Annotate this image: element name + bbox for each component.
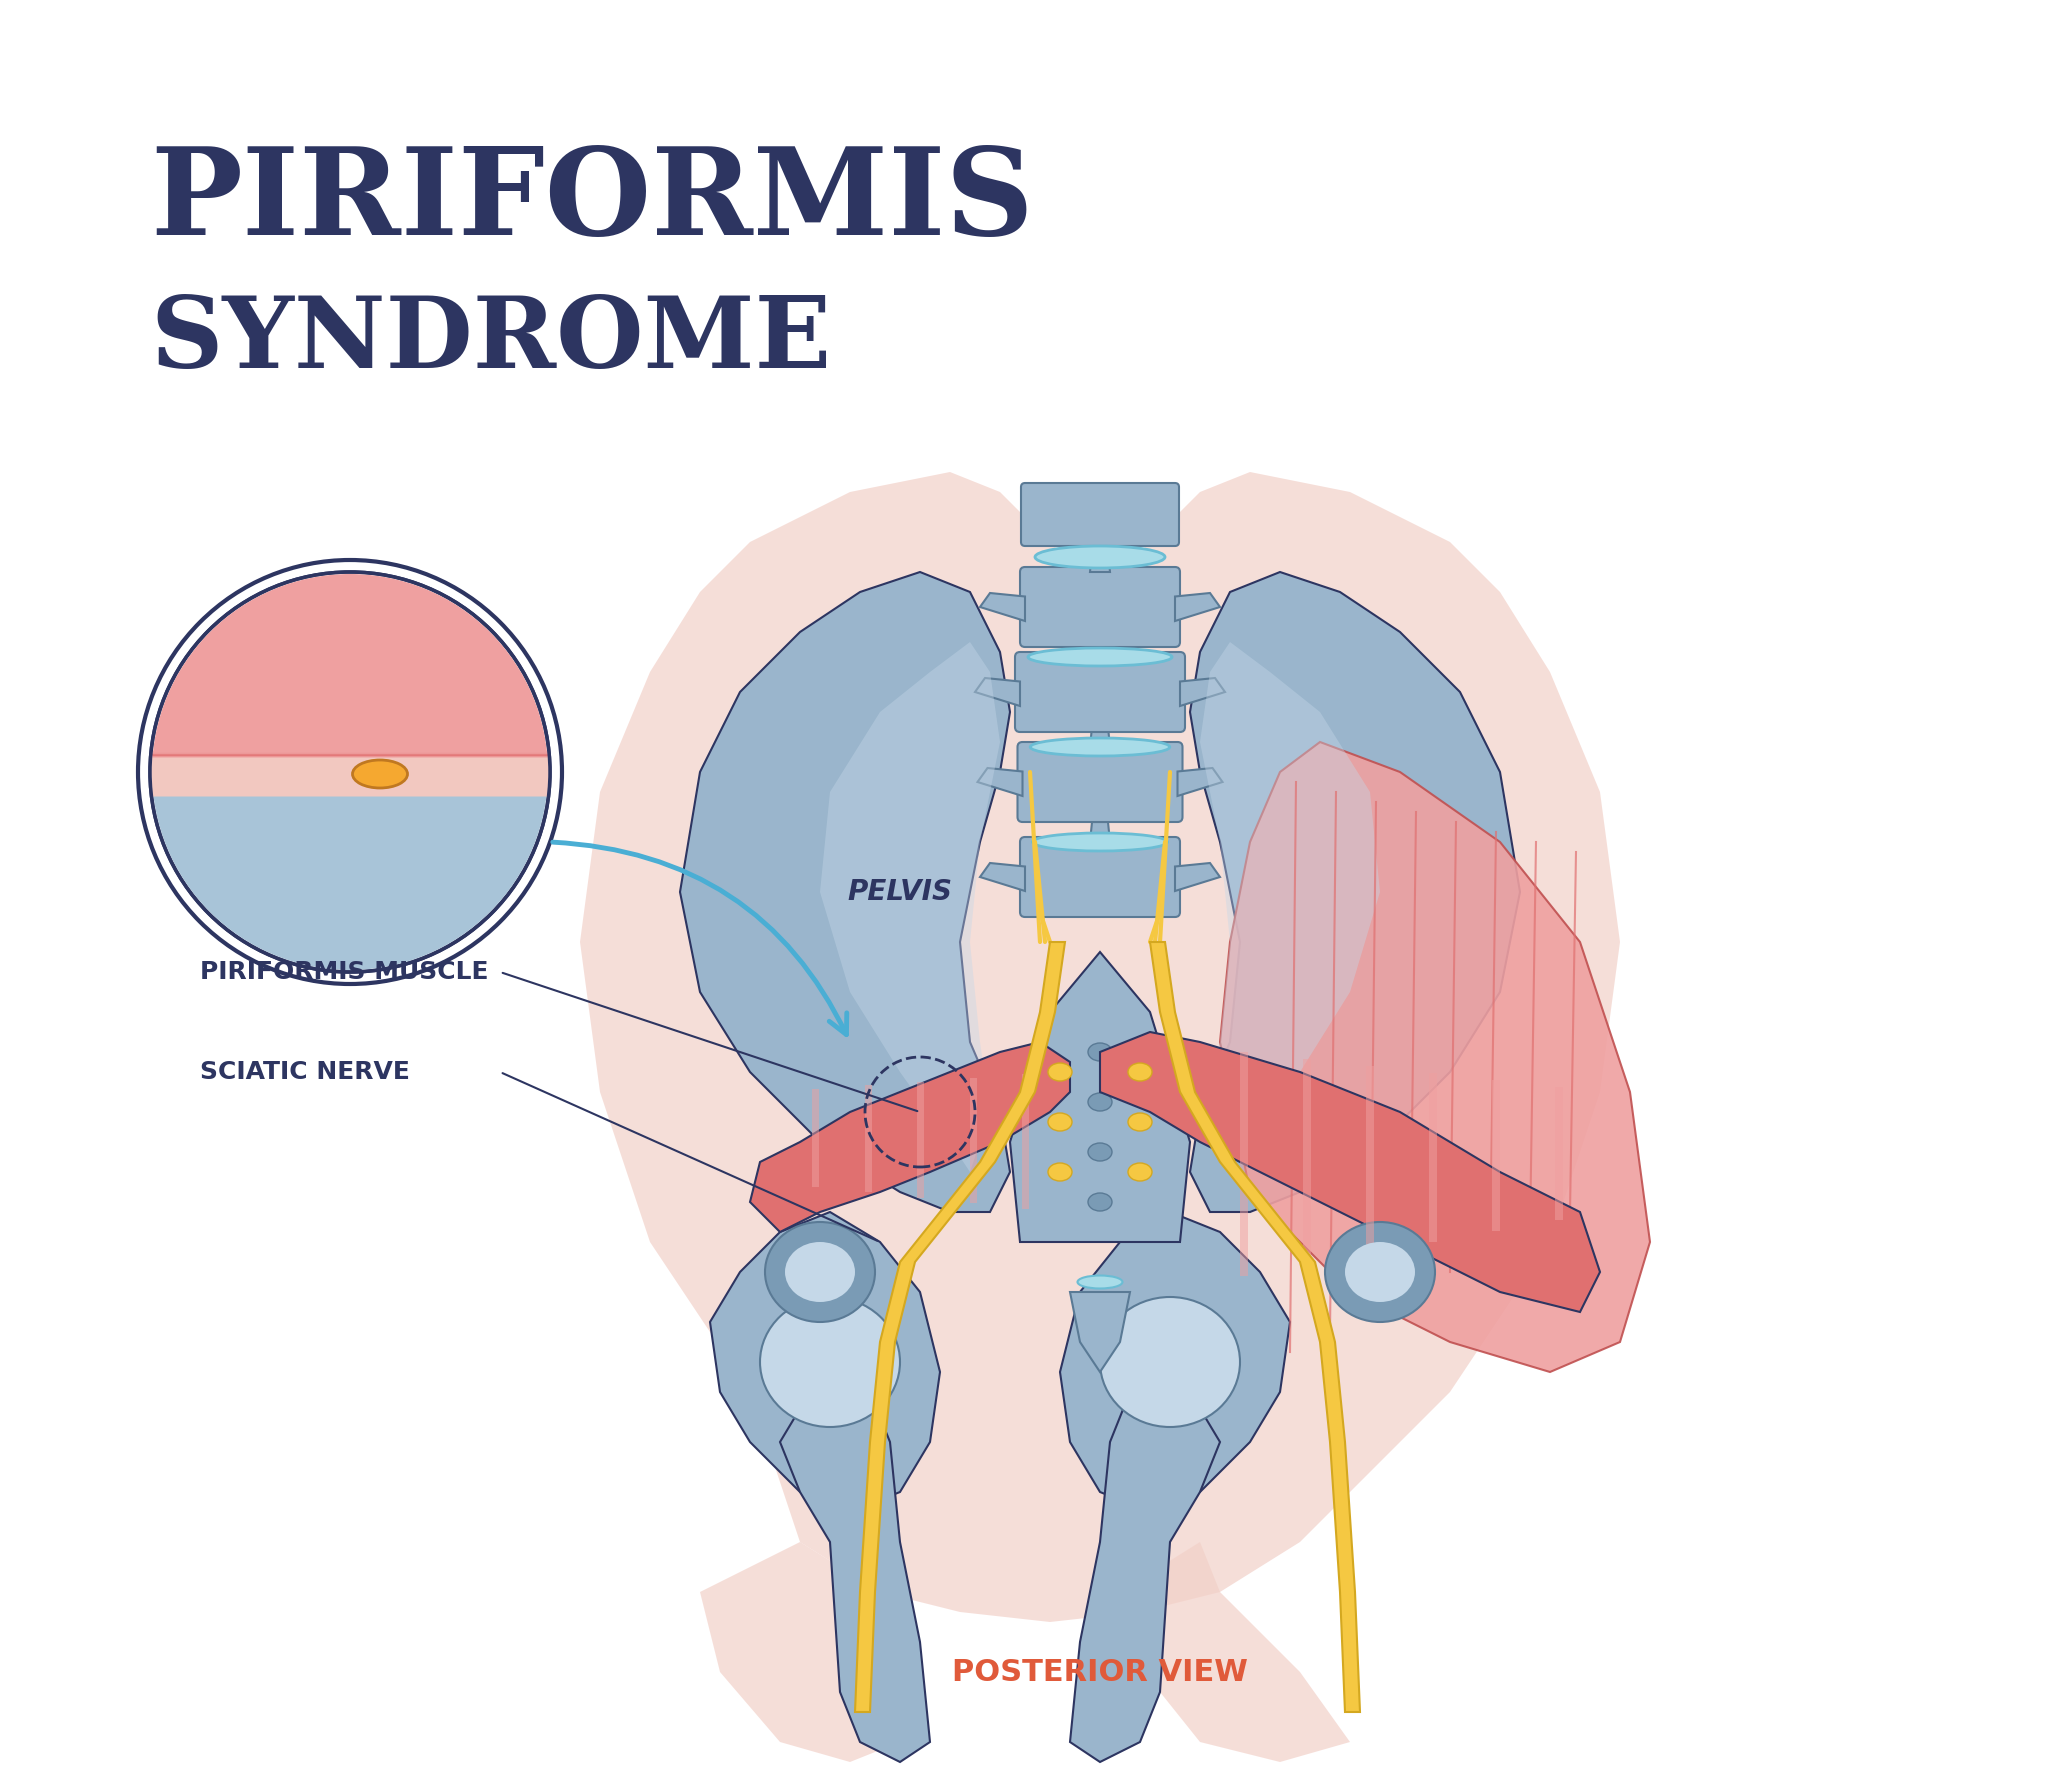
Polygon shape <box>1221 742 1651 1373</box>
FancyBboxPatch shape <box>1018 742 1182 823</box>
Polygon shape <box>1090 636 1110 658</box>
Polygon shape <box>1151 943 1360 1711</box>
Polygon shape <box>1239 1052 1247 1276</box>
Polygon shape <box>1090 728 1110 747</box>
Ellipse shape <box>1051 1064 1069 1079</box>
Ellipse shape <box>1128 1113 1151 1131</box>
Ellipse shape <box>1051 1115 1069 1129</box>
Circle shape <box>150 572 551 971</box>
Ellipse shape <box>1077 1276 1122 1288</box>
Polygon shape <box>1069 1292 1130 1373</box>
Polygon shape <box>1190 572 1520 1211</box>
Polygon shape <box>975 677 1020 706</box>
Ellipse shape <box>784 1242 854 1303</box>
Polygon shape <box>711 1211 940 1512</box>
Polygon shape <box>700 1541 920 1762</box>
Polygon shape <box>1366 1066 1374 1254</box>
Polygon shape <box>1090 552 1110 572</box>
Polygon shape <box>981 593 1024 622</box>
Ellipse shape <box>1130 1064 1151 1079</box>
Polygon shape <box>1554 1088 1563 1220</box>
Polygon shape <box>1430 1073 1438 1242</box>
Polygon shape <box>918 1082 924 1197</box>
Ellipse shape <box>1346 1242 1415 1303</box>
Polygon shape <box>854 943 1065 1711</box>
Ellipse shape <box>1034 547 1165 568</box>
Circle shape <box>137 559 561 984</box>
Text: POSTERIOR VIEW: POSTERIOR VIEW <box>952 1658 1247 1686</box>
Ellipse shape <box>1130 1115 1151 1129</box>
Polygon shape <box>780 1373 930 1762</box>
Polygon shape <box>1100 1032 1599 1312</box>
Polygon shape <box>977 769 1022 796</box>
Ellipse shape <box>1049 1063 1071 1081</box>
Polygon shape <box>1303 1059 1311 1265</box>
Ellipse shape <box>1087 1043 1112 1061</box>
Text: SYNDROME: SYNDROME <box>150 292 831 389</box>
Text: PELVIS: PELVIS <box>848 878 952 907</box>
Polygon shape <box>1120 1541 1350 1762</box>
Ellipse shape <box>1049 1113 1071 1131</box>
Text: SCIATIC NERVE: SCIATIC NERVE <box>201 1061 410 1084</box>
Polygon shape <box>1180 677 1225 706</box>
Polygon shape <box>981 864 1024 891</box>
Ellipse shape <box>1100 1297 1239 1426</box>
Text: PIRIFORMIS MUSCLE: PIRIFORMIS MUSCLE <box>201 961 489 984</box>
Polygon shape <box>1178 769 1223 796</box>
Polygon shape <box>1061 1211 1290 1512</box>
Polygon shape <box>1200 642 1380 1172</box>
Ellipse shape <box>760 1297 899 1426</box>
Polygon shape <box>969 1077 977 1204</box>
Polygon shape <box>750 1041 1069 1233</box>
Text: PIRIFORMIS: PIRIFORMIS <box>150 142 1034 260</box>
FancyBboxPatch shape <box>1020 566 1180 647</box>
Ellipse shape <box>1087 1193 1112 1211</box>
Polygon shape <box>580 471 1620 1622</box>
Ellipse shape <box>1049 1163 1071 1181</box>
Ellipse shape <box>1087 1143 1112 1161</box>
Ellipse shape <box>1051 1165 1069 1179</box>
Ellipse shape <box>352 760 408 788</box>
FancyArrowPatch shape <box>553 842 846 1034</box>
Ellipse shape <box>766 1222 874 1322</box>
Polygon shape <box>1176 864 1221 891</box>
Polygon shape <box>864 1086 872 1192</box>
Wedge shape <box>152 573 549 772</box>
Polygon shape <box>680 572 1010 1211</box>
Ellipse shape <box>1032 833 1167 851</box>
Polygon shape <box>1010 952 1190 1242</box>
Ellipse shape <box>1030 738 1169 756</box>
Polygon shape <box>1176 593 1221 622</box>
Ellipse shape <box>1028 649 1171 667</box>
Ellipse shape <box>1325 1222 1436 1322</box>
Ellipse shape <box>1087 1093 1112 1111</box>
Wedge shape <box>152 772 549 969</box>
Polygon shape <box>1090 823 1110 842</box>
Polygon shape <box>819 642 999 1172</box>
Ellipse shape <box>1128 1063 1151 1081</box>
FancyBboxPatch shape <box>150 758 551 796</box>
FancyBboxPatch shape <box>1022 484 1180 547</box>
FancyBboxPatch shape <box>1016 652 1186 731</box>
Polygon shape <box>1022 1073 1028 1210</box>
Polygon shape <box>1069 1373 1221 1762</box>
Polygon shape <box>1493 1081 1499 1231</box>
Polygon shape <box>811 1090 819 1186</box>
FancyBboxPatch shape <box>1020 837 1180 918</box>
Ellipse shape <box>1130 1165 1151 1179</box>
Ellipse shape <box>1128 1163 1151 1181</box>
